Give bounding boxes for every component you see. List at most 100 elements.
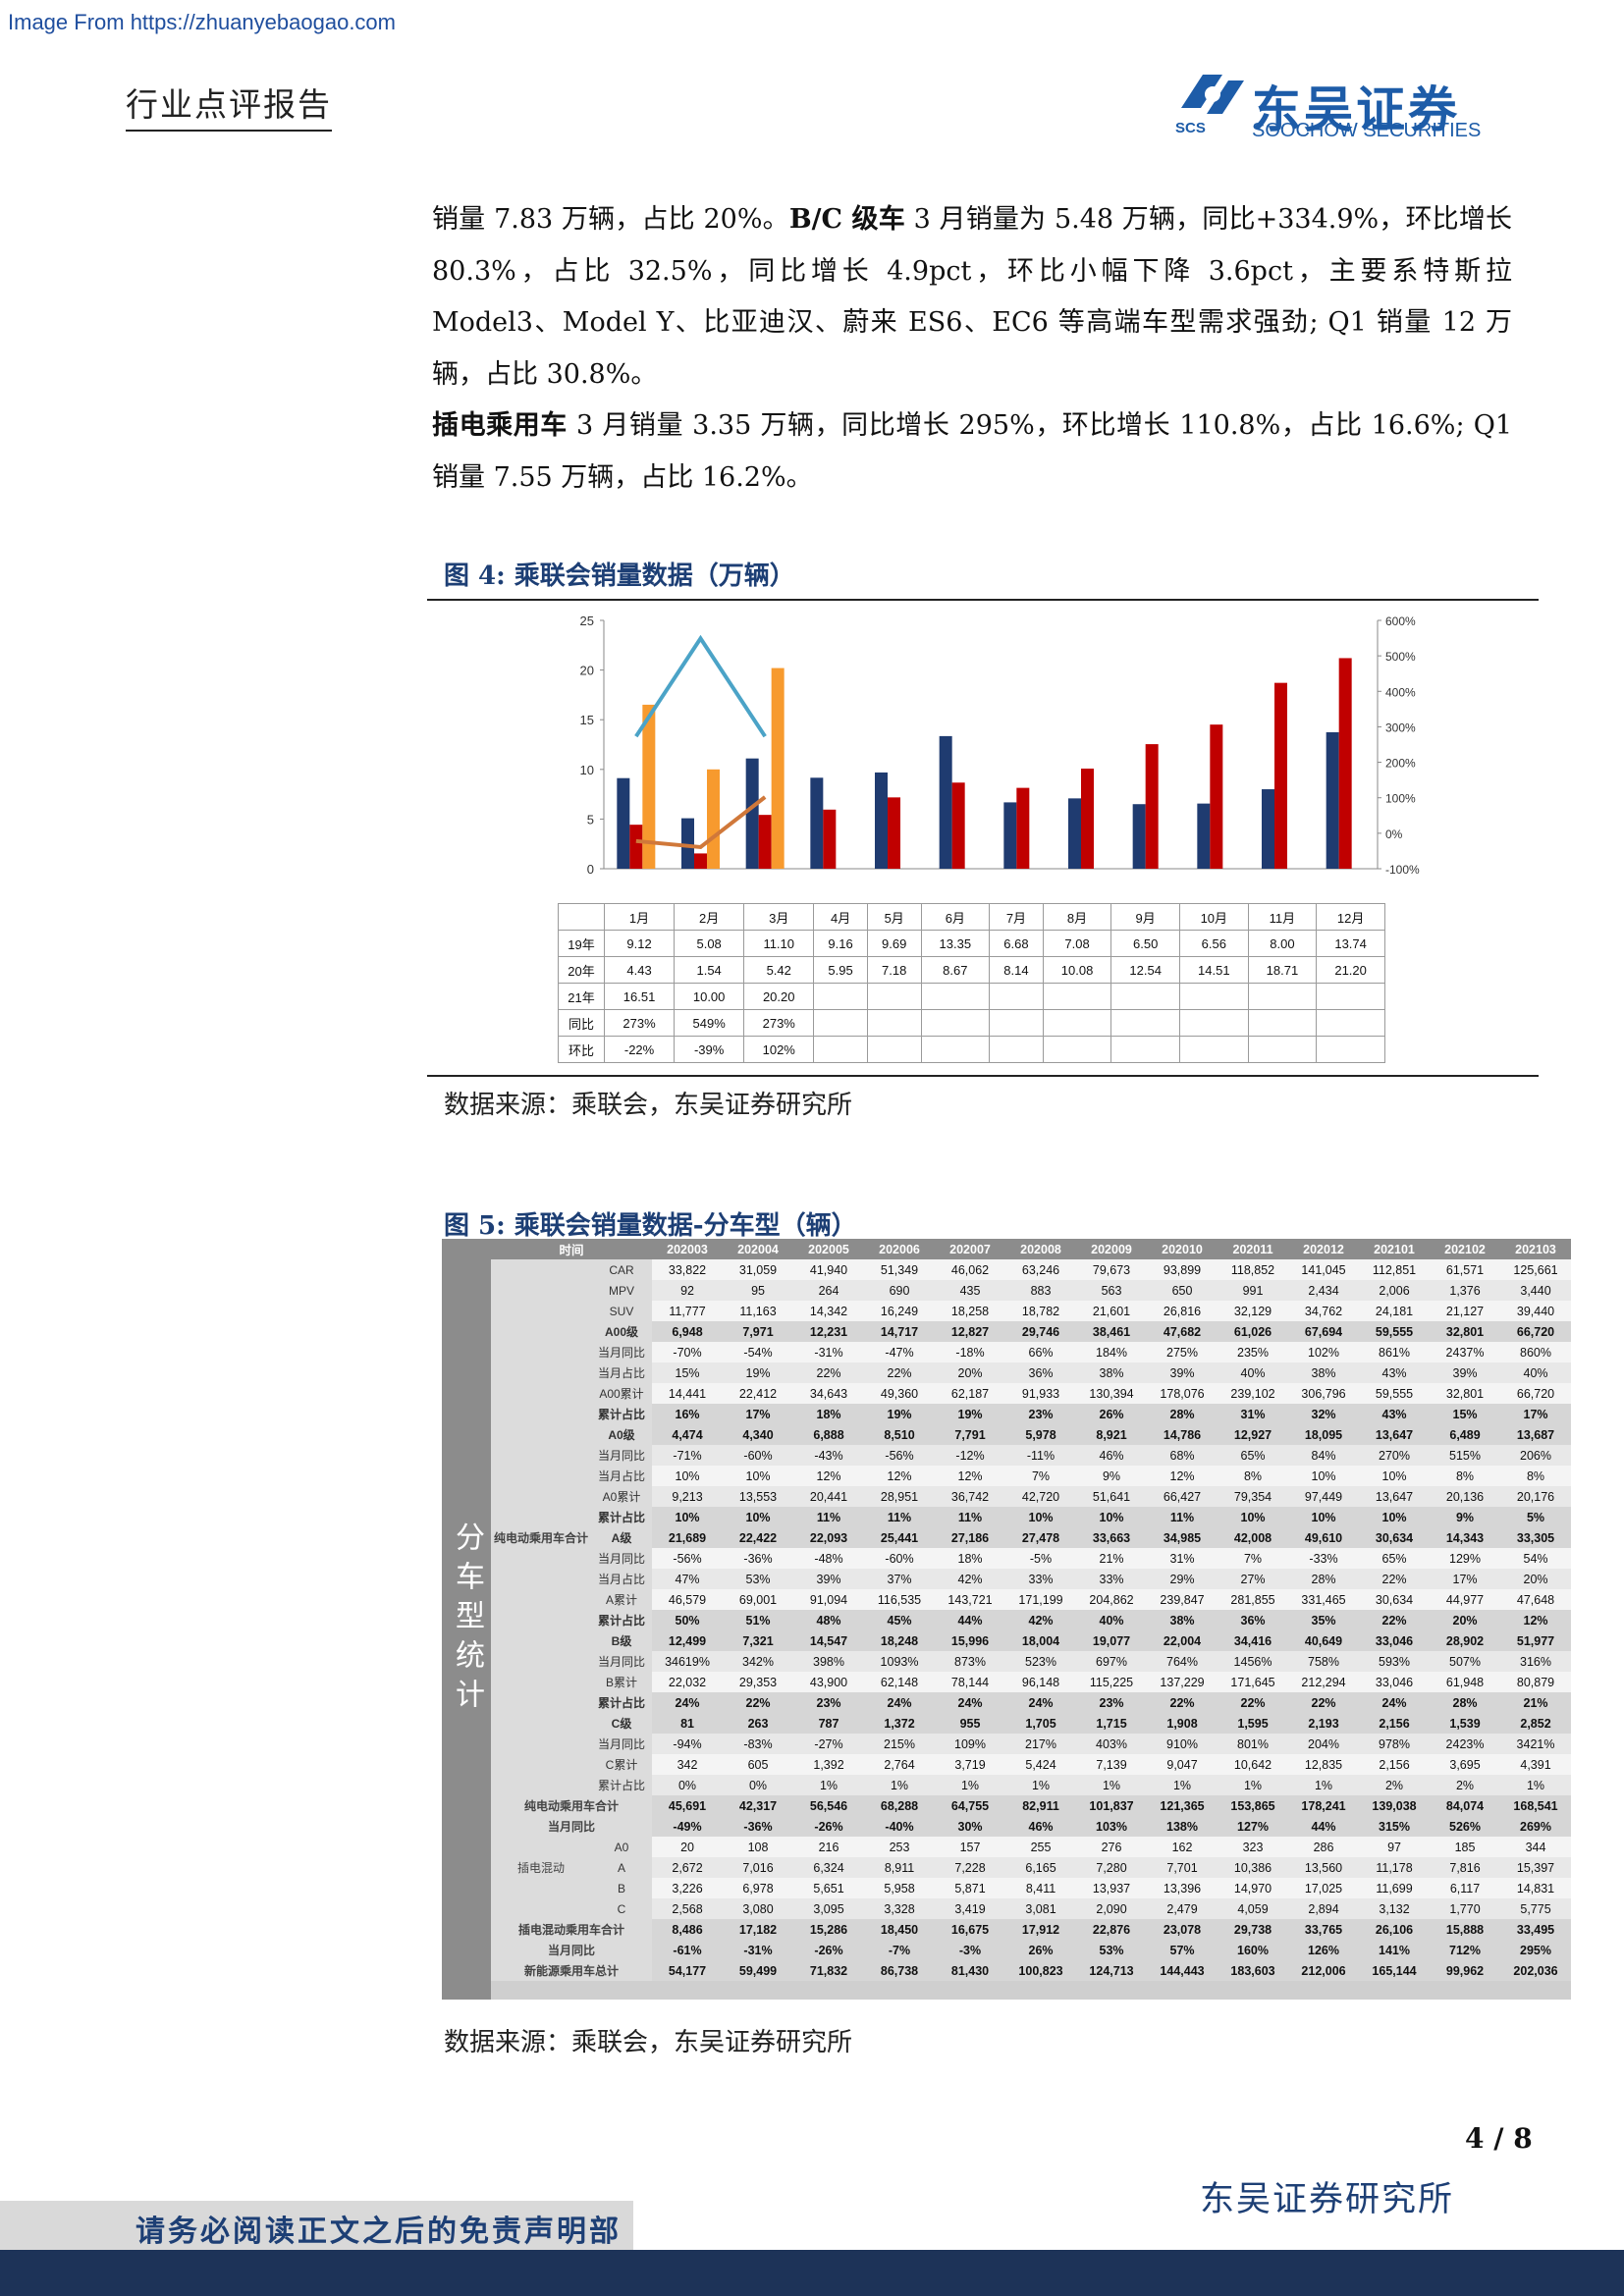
table-cell: 22% <box>793 1362 865 1383</box>
table-cell: 12.54 <box>1110 956 1180 984</box>
table-row-group-label: 当月同比 <box>491 1816 653 1837</box>
table-cell: 27% <box>1218 1569 1289 1589</box>
figure-5-title: 图 5: 乘联会销量数据-分车型（辆） <box>444 1211 857 1241</box>
table-cell: 27,186 <box>935 1527 1006 1548</box>
table-category-header: 5月 <box>866 903 922 931</box>
table-cell: 103% <box>1076 1816 1148 1837</box>
bar-19年-4月 <box>810 777 824 869</box>
table-cell: 14.51 <box>1178 956 1249 984</box>
table-cell: 11,163 <box>723 1301 794 1321</box>
table-cell: 239,847 <box>1147 1589 1218 1610</box>
table-cell: 306,796 <box>1288 1383 1360 1404</box>
table-cell: 25,441 <box>864 1527 936 1548</box>
table-cell: -26% <box>793 1940 865 1960</box>
table-cell: 11.10 <box>743 930 815 957</box>
table-cell: 162 <box>1147 1837 1218 1857</box>
figure-5-side-label: 分车型统计 <box>442 1239 491 2000</box>
table-cell: 8.67 <box>920 956 991 984</box>
table-cell: 342% <box>723 1651 794 1672</box>
table-cell: 40% <box>1218 1362 1289 1383</box>
table-cell: 20% <box>935 1362 1006 1383</box>
table-cell: 22,004 <box>1147 1630 1218 1651</box>
table-cell: 79,673 <box>1076 1259 1148 1280</box>
table-cell: 4,340 <box>723 1424 794 1445</box>
table-cell: 36,742 <box>935 1486 1006 1507</box>
table-cell: 59,555 <box>1359 1383 1431 1404</box>
bar-20年-7月 <box>1016 787 1030 869</box>
table-cell: 18,782 <box>1005 1301 1077 1321</box>
table-column-header: 202101 <box>1359 1239 1431 1259</box>
figure-4-source: 数据来源：乘联会，东吴证券研究所 <box>444 1091 853 1120</box>
table-cell: -60% <box>864 1548 936 1569</box>
table-cell: 10% <box>1218 1507 1289 1527</box>
table-cell: 21,601 <box>1076 1301 1148 1321</box>
table-cell: 10.08 <box>1042 956 1112 984</box>
table-row: CAR 33,822 31,059 41,940 51,349 46,062 63,246 7… <box>491 1259 1572 1280</box>
table-cell: 160% <box>1218 1940 1289 1960</box>
table-cell: -56% <box>652 1548 724 1569</box>
bar-19年-10月 <box>1197 803 1211 869</box>
table-row: A0累计 9,213 13,553 20,441 28,951 36,742 42,720 5… <box>491 1486 1572 1507</box>
table-row-group-label <box>491 1692 591 1713</box>
table-cell: 15% <box>652 1362 724 1383</box>
source-watermark: Image From https://zhuanyebaogao.com <box>8 10 396 34</box>
table-row-group-label <box>491 1713 591 1734</box>
table-cell: 28% <box>1430 1692 1501 1713</box>
table-category-header: 2月 <box>674 903 745 931</box>
table-row-group-label <box>491 1548 591 1569</box>
table-category-header: 1月 <box>603 903 676 931</box>
table-row: B级 12,499 7,321 14,547 18,248 15,996 18,004 19,… <box>491 1630 1572 1651</box>
table-cell: 235% <box>1218 1342 1289 1362</box>
table-row-label: B级 <box>591 1630 653 1651</box>
table-row: 纯电动乘用车合计 A级 21,689 22,422 22,093 25,441 27,186… <box>491 1527 1572 1548</box>
table-cell: 126% <box>1288 1940 1360 1960</box>
bar-19年-8月 <box>1068 798 1081 869</box>
bar-20年-11月 <box>1274 682 1287 869</box>
table-cell: 1,376 <box>1430 1280 1501 1301</box>
table-cell: 53% <box>723 1569 794 1589</box>
table-cell: 978% <box>1359 1734 1431 1754</box>
table-cell: 398% <box>793 1651 865 1672</box>
table-cell: 26% <box>1076 1404 1148 1424</box>
table-cell: 62,187 <box>935 1383 1006 1404</box>
table-cell: 11,777 <box>652 1301 724 1321</box>
table-cell: 1,770 <box>1430 1898 1501 1919</box>
table-cell: 690 <box>864 1280 936 1301</box>
bar-20年-6月 <box>951 782 965 869</box>
table-cell: 116,535 <box>864 1589 936 1610</box>
table-cell: 323 <box>1218 1837 1289 1857</box>
table-row-label: A0累计 <box>591 1486 653 1507</box>
table-cell: 316% <box>1500 1651 1572 1672</box>
table-row-group-label <box>491 1630 591 1651</box>
bar-20年-3月 <box>758 815 772 869</box>
table-cell: 7,971 <box>723 1321 794 1342</box>
table-cell: -70% <box>652 1342 724 1362</box>
table-cell: 435 <box>935 1280 1006 1301</box>
table-row: B累计 22,032 29,353 43,900 62,148 78,144 96,148 1… <box>491 1672 1572 1692</box>
table-cell: 1,372 <box>864 1713 936 1734</box>
table-cell: 6,324 <box>793 1857 865 1878</box>
table-cell: 11,178 <box>1359 1857 1431 1878</box>
bar-21年-1月 <box>642 704 656 869</box>
table-cell: 281,855 <box>1218 1589 1289 1610</box>
table-row-group-label: 纯电动乘用车合计 <box>491 1795 653 1816</box>
table-cell: -49% <box>652 1816 724 1837</box>
table-cell: 71,832 <box>793 1960 865 1981</box>
table-cell: 19,077 <box>1076 1630 1148 1651</box>
table-row: A0 20 108 216 253 157 255 276 162 323 286 97 185 344 <box>491 1837 1572 1857</box>
table-cell: 22% <box>864 1362 936 1383</box>
table-cell: 2,568 <box>652 1898 724 1919</box>
table-cell: 4.43 <box>603 956 676 984</box>
table-cell: 10% <box>1005 1507 1077 1527</box>
table-cell: -36% <box>723 1816 794 1837</box>
table-cell: 523% <box>1005 1651 1077 1672</box>
table-cell: 184% <box>1076 1342 1148 1362</box>
body-text-segment: 销量 7.83 万辆，占比 20%。 <box>432 204 789 235</box>
table-cell: 7,791 <box>935 1424 1006 1445</box>
bar-20年-4月 <box>823 809 837 869</box>
table-cell: 157 <box>935 1837 1006 1857</box>
table-cell <box>1316 983 1385 1010</box>
table-cell: 14,717 <box>864 1321 936 1342</box>
figure-5-data-table: 时间 202003 202004 202005 202006 202007 202008 20… <box>491 1239 1572 1981</box>
y-tick-label: 10 <box>580 763 594 777</box>
